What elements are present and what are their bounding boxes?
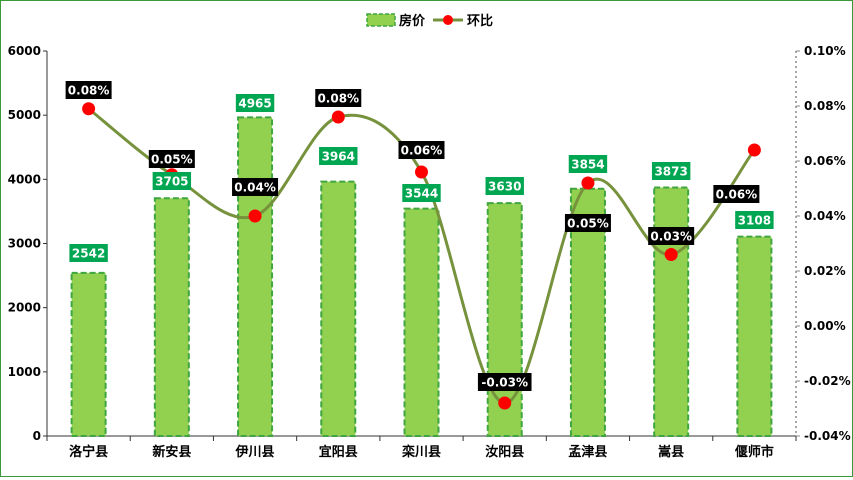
bar-value-label-box <box>152 172 192 190</box>
bar-value-label-box <box>69 244 108 262</box>
x-tick-label: 洛宁县 <box>69 444 108 460</box>
line-value-label: 0.05% <box>151 153 193 167</box>
line-value-label: 0.06% <box>401 144 443 158</box>
y-left-tick-label: 5000 <box>8 108 41 122</box>
y-right-tick-label: 0.00% <box>804 319 846 333</box>
legend-bar-label: 房价 <box>399 13 426 29</box>
bar-value-label-box <box>485 177 524 195</box>
line-value-label: 0.08% <box>317 92 359 106</box>
x-tick-label: 新安县 <box>152 444 191 460</box>
y-left-tick-label: 2000 <box>8 301 41 315</box>
y-left-tick-label: 4000 <box>8 172 41 186</box>
x-tick-label: 汝阳县 <box>485 444 524 460</box>
bar-value-label-box <box>235 94 275 112</box>
line-value-label-box <box>315 89 362 107</box>
line-value-label-box <box>713 185 760 203</box>
bar <box>237 116 274 437</box>
legend-line-marker <box>443 15 453 25</box>
y-right-tick-label: 0.06% <box>804 154 846 168</box>
y-left-tick-label: 6000 <box>8 44 41 58</box>
line-value-label: 0.08% <box>68 84 110 98</box>
y-right-tick-label: 0.08% <box>804 99 846 113</box>
line-value-label: 0.03% <box>650 230 692 244</box>
bar <box>403 207 440 437</box>
line-series <box>82 102 761 410</box>
x-tick-label: 嵩县 <box>658 444 684 460</box>
line-value-label-box <box>65 81 112 99</box>
y-left-tick-label: 3000 <box>8 237 41 251</box>
y-left-tick-label: 1000 <box>8 365 41 379</box>
bar-value-label-box <box>651 162 691 180</box>
line-value-label: 0.04% <box>234 181 276 195</box>
bar <box>320 180 357 437</box>
line-value-label-box <box>398 141 445 159</box>
bar-value-label: 3854 <box>571 158 604 172</box>
bar-value-label: 2542 <box>72 247 105 261</box>
y-right-tick-label: 0.04% <box>804 209 846 223</box>
bar <box>70 271 107 437</box>
y-right-tick-label: -0.04% <box>804 429 851 443</box>
line-point <box>664 248 678 261</box>
bar <box>153 197 190 437</box>
line-value-label-box <box>564 214 611 232</box>
x-tick-label: 偃师市 <box>735 444 774 460</box>
line-point <box>747 143 761 157</box>
bar-value-label: 3705 <box>155 175 188 189</box>
x-tick-label: 孟津县 <box>568 444 607 460</box>
x-tick-label: 伊川县 <box>235 444 275 460</box>
line-point <box>248 209 262 223</box>
line-value-label: -0.03% <box>481 376 528 390</box>
bar-value-label-box <box>568 155 608 173</box>
line-value-label-box <box>148 150 195 168</box>
bar-value-label-box <box>402 184 441 202</box>
series-line <box>87 107 756 405</box>
line-point <box>415 165 428 179</box>
bar <box>653 186 690 437</box>
line-point <box>498 396 512 410</box>
bar-value-label: 3873 <box>654 165 687 179</box>
bar-value-label: 3630 <box>488 180 521 194</box>
legend-line-label: 环比 <box>467 13 493 29</box>
bar-value-label: 4965 <box>238 97 271 111</box>
y-right-tick-label: 0.10% <box>804 44 846 58</box>
bar <box>736 235 773 437</box>
line-value-label-box <box>648 227 695 245</box>
line-value-label-box <box>477 373 532 391</box>
line-point <box>82 102 96 116</box>
line-value-label: 0.06% <box>716 188 758 202</box>
bar-value-label-box <box>319 147 358 165</box>
axes: 0 1000 2000 3000 4000 5000 6000 -0.04% -0.02% 0.0… <box>8 44 851 460</box>
legend: 房价 环比 <box>366 13 493 29</box>
line-value-label-box <box>232 178 279 196</box>
line-value-label: 0.05% <box>567 217 609 231</box>
bar-value-label: 3964 <box>322 150 355 164</box>
line-point <box>581 176 595 190</box>
bar-value-label: 3108 <box>738 214 771 228</box>
bar-value-label: 3544 <box>405 187 438 201</box>
bar-value-label-box <box>735 211 774 229</box>
y-left-tick-label: 0 <box>33 429 41 443</box>
data-labels: 2542 3705 4965 3964 3544 3630 3854 3873 3108 0.08… <box>65 81 774 391</box>
y-right-tick-label: -0.02% <box>804 374 851 388</box>
legend-bar-swatch <box>366 13 396 27</box>
line-point <box>331 110 345 124</box>
y-right-tick-label: 0.02% <box>804 264 846 278</box>
x-tick-label: 宜阳县 <box>319 444 358 460</box>
x-tick-label: 栾川县 <box>401 444 441 460</box>
